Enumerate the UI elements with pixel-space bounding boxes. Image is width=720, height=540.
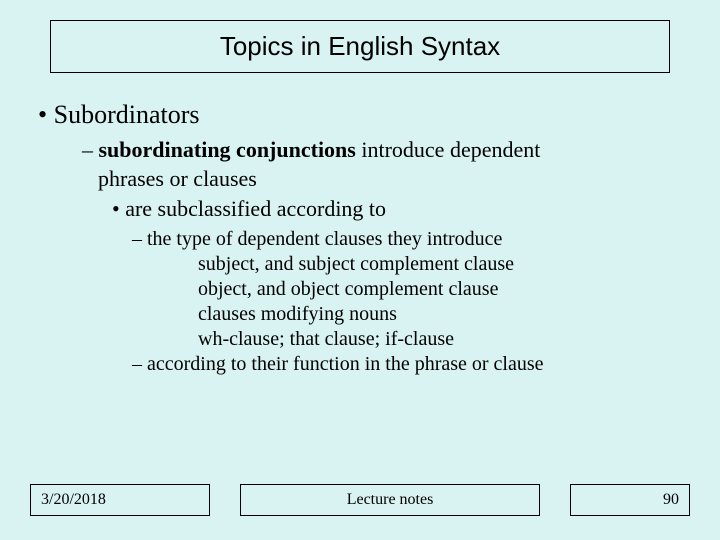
slide-title-box: Topics in English Syntax	[50, 20, 670, 73]
bullet-l2b: phrases or clauses	[98, 166, 690, 192]
bullet-l4a: – the type of dependent clauses they int…	[132, 228, 690, 251]
bullet-l5b: object, and object complement clause	[198, 278, 690, 301]
footer-page: 90	[570, 484, 690, 516]
footer-date: 3/20/2018	[30, 484, 210, 516]
footer-center: Lecture notes	[240, 484, 540, 516]
slide-content: • Subordinators – subordinating conjunct…	[38, 100, 690, 378]
bullet-l2: – subordinating conjunctions introduce d…	[82, 136, 690, 164]
dash: –	[82, 137, 93, 162]
bullet-l5a: subject, and subject complement clause	[198, 253, 690, 276]
bullet-l5d: wh-clause; that clause; if-clause	[198, 328, 690, 351]
bullet-l3: • are subclassified according to	[112, 196, 690, 222]
bullet-l2-rest: introduce dependent	[356, 137, 541, 162]
bullet-l5c: clauses modifying nouns	[198, 303, 690, 326]
slide-footer: 3/20/2018 Lecture notes 90	[30, 484, 690, 516]
bullet-l1: • Subordinators	[38, 100, 690, 130]
bullet-l2-strong: subordinating conjunctions	[99, 137, 356, 162]
slide-title: Topics in English Syntax	[220, 31, 500, 61]
bullet-l4b: – according to their function in the phr…	[132, 353, 690, 376]
